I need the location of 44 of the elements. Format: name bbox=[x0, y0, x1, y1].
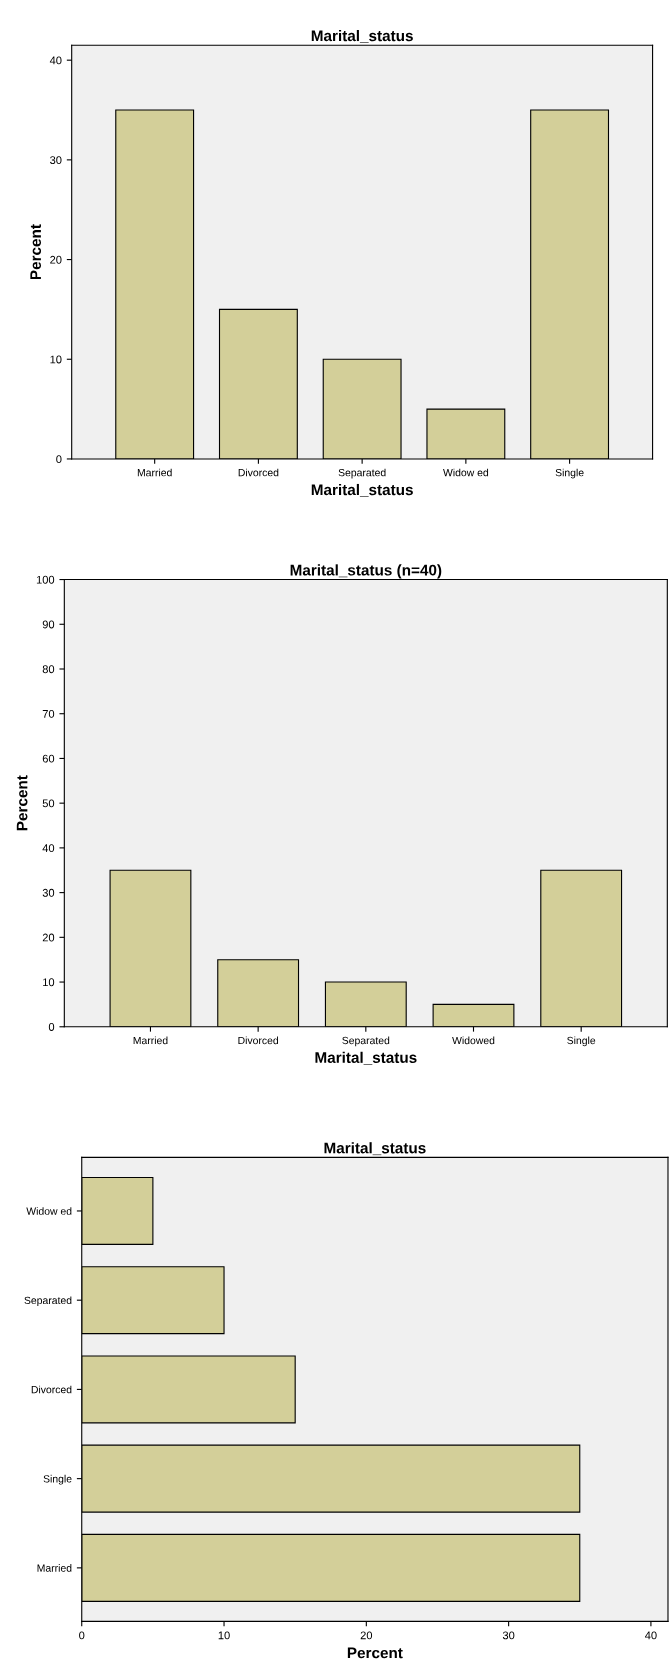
x-tick-label: 40 bbox=[644, 1631, 657, 1640]
y-tick-label: Divorced bbox=[31, 1385, 72, 1394]
x-tick-label: Single bbox=[555, 468, 584, 479]
x-tick-label: 10 bbox=[218, 1631, 230, 1640]
x-tick-label: Separated bbox=[342, 1036, 390, 1047]
x-tick-label: 0 bbox=[79, 1631, 85, 1640]
x-tick-label: Divorced bbox=[238, 468, 279, 477]
x-axis-title: Percent bbox=[347, 1647, 403, 1659]
y-tick-label: 100 bbox=[36, 575, 55, 584]
y-axis-title: Percent bbox=[30, 224, 42, 280]
chart-title: Marital_status (n=40) bbox=[290, 564, 442, 579]
y-tick-label: Separated bbox=[24, 1296, 72, 1307]
y-tick-label: 50 bbox=[42, 799, 55, 808]
y-tick-label: 30 bbox=[42, 888, 55, 897]
y-tick-label: 70 bbox=[42, 709, 55, 718]
chart-title: Marital_status bbox=[311, 29, 413, 43]
y-tick-label: Single bbox=[43, 1474, 72, 1485]
y-tick-label: 90 bbox=[42, 620, 55, 629]
y-tick-label: 40 bbox=[42, 844, 55, 853]
y-tick-label: Married bbox=[37, 1564, 72, 1572]
x-tick-label: Separated bbox=[338, 468, 386, 479]
x-tick-label: Married bbox=[133, 1036, 168, 1045]
x-tick-label: Single bbox=[567, 1036, 596, 1047]
x-tick-label: Widow ed bbox=[443, 468, 489, 477]
x-tick-label: Married bbox=[137, 468, 172, 477]
y-tick-label: 10 bbox=[43, 978, 55, 987]
y-tick-label: 20 bbox=[42, 933, 55, 942]
chart-title: Marital_status bbox=[324, 1142, 426, 1156]
y-tick-label: 20 bbox=[50, 255, 62, 264]
x-tick-label: 30 bbox=[502, 1631, 515, 1640]
x-tick-label: Divorced bbox=[238, 1036, 279, 1045]
y-tick-label: 30 bbox=[50, 156, 62, 165]
x-axis-title: Marital_status bbox=[315, 1051, 417, 1065]
x-tick-label: Widowed bbox=[452, 1036, 495, 1045]
y-tick-label: 0 bbox=[48, 1023, 55, 1031]
x-axis-title: Marital_status bbox=[311, 483, 413, 497]
y-tick-label: 0 bbox=[56, 455, 62, 464]
y-tick-label: 40 bbox=[49, 56, 62, 65]
y-axis-title: Percent bbox=[16, 775, 28, 831]
y-tick-label: 10 bbox=[50, 355, 62, 364]
y-tick-label: Widow ed bbox=[26, 1207, 72, 1215]
y-tick-label: 60 bbox=[42, 754, 55, 763]
y-tick-label: 80 bbox=[42, 665, 55, 674]
x-tick-label: 20 bbox=[360, 1631, 373, 1640]
